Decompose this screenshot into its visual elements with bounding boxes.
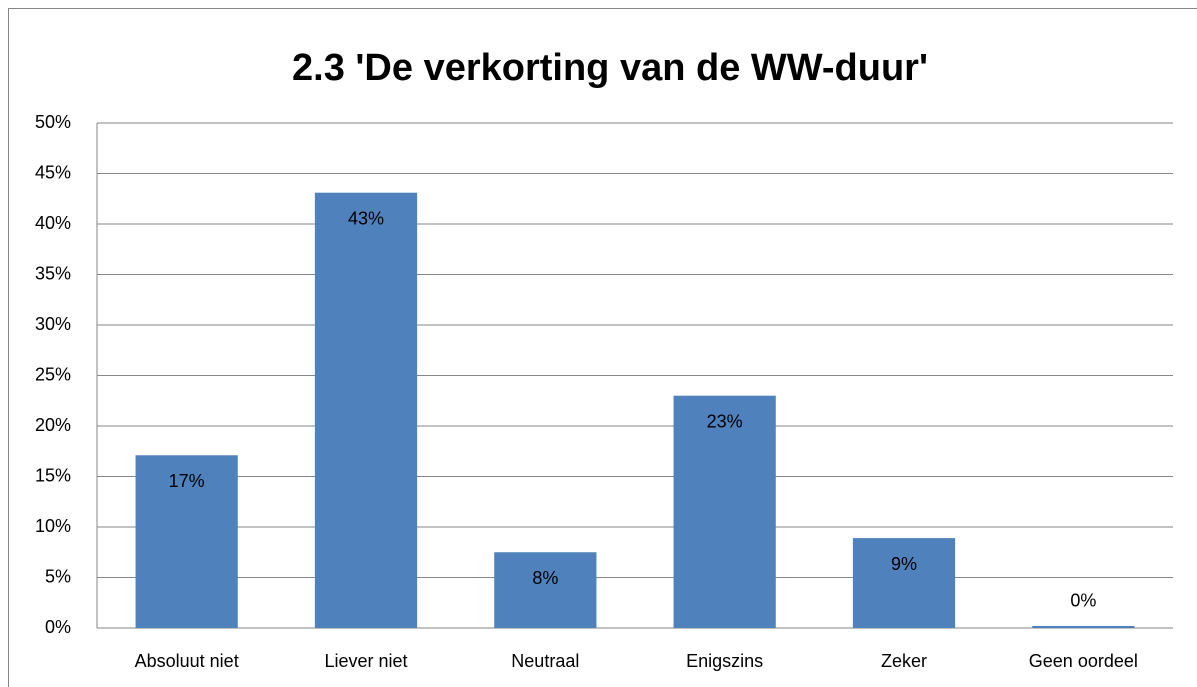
data-label: 17%: [169, 471, 205, 491]
y-tick-label: 0%: [45, 617, 71, 637]
y-tick-label: 30%: [35, 314, 71, 334]
y-tick-label: 25%: [35, 364, 71, 384]
bar: [135, 455, 238, 628]
data-label: 8%: [532, 568, 558, 588]
x-tick-label: Geen oordeel: [1029, 651, 1138, 671]
bar: [852, 538, 956, 628]
bar: [1032, 625, 1135, 628]
data-label: 9%: [891, 554, 917, 574]
data-label: 23%: [707, 411, 743, 431]
x-tick-label: Liever niet: [324, 651, 407, 671]
y-tick-label: 35%: [35, 263, 71, 283]
chart-title: 2.3 'De verkorting van de WW-duur': [292, 47, 928, 89]
y-tick-label: 50%: [35, 112, 71, 132]
x-tick-label: Enigszins: [686, 651, 763, 671]
y-tick-label: 10%: [35, 516, 71, 536]
data-label: 43%: [348, 208, 384, 228]
x-tick-label: Zeker: [881, 651, 927, 671]
y-tick-label: 40%: [35, 213, 71, 233]
y-tick-label: 15%: [35, 465, 71, 485]
bar: [494, 552, 597, 628]
data-label: 0%: [1070, 591, 1096, 611]
y-tick-label: 5%: [45, 566, 71, 586]
y-tick-label: 20%: [35, 415, 71, 435]
y-tick-label: 45%: [35, 162, 71, 182]
x-tick-label: Absoluut niet: [135, 651, 239, 671]
bar: [314, 192, 418, 628]
x-tick-label: Neutraal: [511, 651, 579, 671]
bar: [673, 395, 776, 628]
